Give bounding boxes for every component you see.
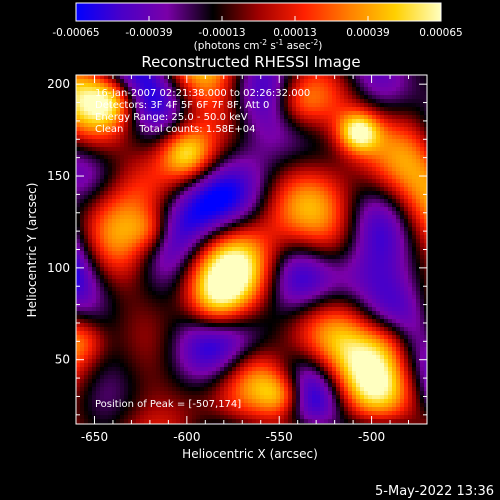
colorbar-ticks: -0.00065 -0.00039 -0.00013 0.00013 0.00039 0.… bbox=[52, 16, 463, 39]
x-tick-label: -650 bbox=[81, 430, 108, 444]
x-tick-label: -600 bbox=[173, 430, 200, 444]
x-tick-label: -550 bbox=[266, 430, 293, 444]
axis-ticks: -650 -600 -550 -500 50 100 150 200 bbox=[47, 75, 428, 444]
annotation-time-range: 16-Jan-2007 02:21:38.000 to 02:26:32.000 bbox=[95, 88, 310, 99]
x-axis-label: Heliocentric X (arcsec) bbox=[182, 447, 318, 461]
image-annotations: 16-Jan-2007 02:21:38.000 to 02:26:32.000… bbox=[95, 88, 310, 410]
x-tick-label: -500 bbox=[358, 430, 385, 444]
colorbar-gradient bbox=[75, 2, 442, 22]
y-tick-label: 200 bbox=[47, 77, 70, 91]
colorbar-tick-label: 0.00065 bbox=[419, 27, 462, 39]
y-tick-label: 150 bbox=[47, 169, 70, 183]
annotation-algorithm: Clean Total counts: 1.58E+04 bbox=[95, 124, 255, 135]
annotation-detectors: Detectors: 3F 4F 5F 6F 7F 8F, Att 0 bbox=[95, 100, 269, 111]
colorbar-tick-label: -0.00039 bbox=[125, 27, 172, 39]
annotation-energy-range: Energy Range: 25.0 - 50.0 keV bbox=[95, 112, 248, 123]
colorbar-units-label: (photons cm-2 s-1 asec-2) bbox=[194, 38, 323, 52]
y-tick-label: 50 bbox=[55, 353, 70, 367]
footer-date: 5-May-2022 13:36 bbox=[375, 484, 494, 499]
colorbar: -0.00065 -0.00039 -0.00013 0.00013 0.00039 0.… bbox=[52, 2, 463, 52]
annotation-peak-position: Position of Peak = [-507,174] bbox=[95, 399, 241, 410]
heatmap-image bbox=[76, 75, 427, 424]
plot-title: Reconstructed RHESSI Image bbox=[141, 53, 360, 71]
colorbar-tick-label: -0.00065 bbox=[52, 27, 99, 39]
y-axis-label: Heliocentric Y (arcsec) bbox=[25, 183, 39, 318]
image-plot: -650 -600 -550 -500 50 100 150 200 bbox=[47, 74, 428, 444]
y-tick-label: 100 bbox=[47, 261, 70, 275]
colorbar-tick-label: 0.00039 bbox=[346, 27, 389, 39]
colorbar-tick-label: 0.00013 bbox=[273, 27, 316, 39]
colorbar-tick-label: -0.00013 bbox=[198, 27, 245, 39]
